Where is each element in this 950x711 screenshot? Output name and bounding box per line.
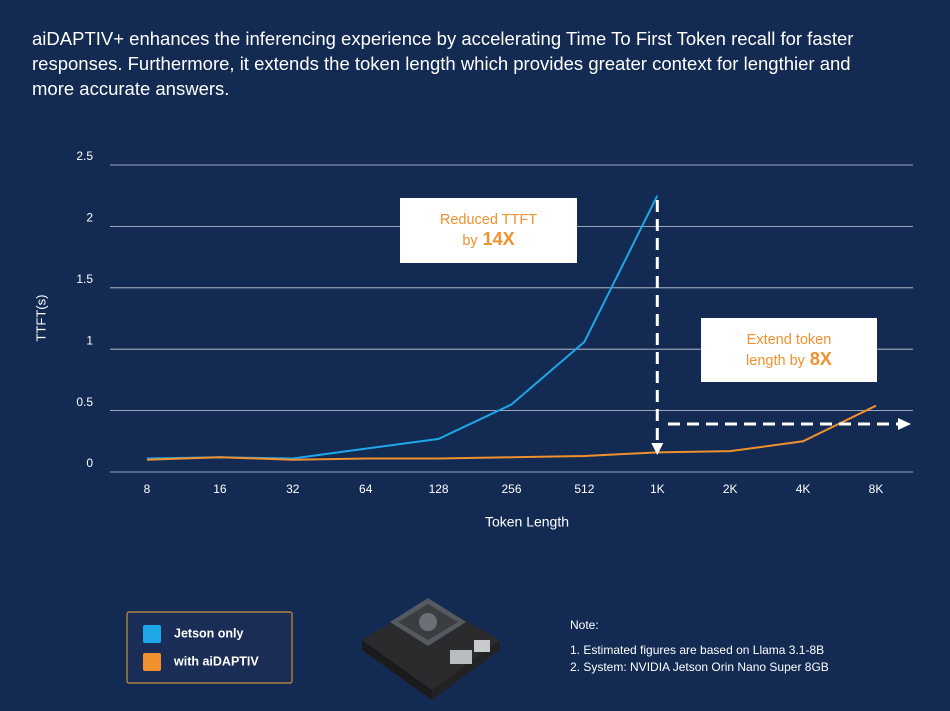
header-line: responses. Furthermore, it extends the t… <box>32 53 851 74</box>
y-tick-label: 2.5 <box>76 149 93 163</box>
arrowhead <box>898 418 911 430</box>
x-tick-label: 64 <box>359 482 373 496</box>
x-tick-label: 512 <box>574 482 594 496</box>
note-item: 1. Estimated figures are based on Llama … <box>570 643 824 657</box>
x-tick-label: 16 <box>213 482 227 496</box>
annotation-text: Reduced TTFT <box>440 212 537 228</box>
annotation-emphasis: 14X <box>483 229 515 249</box>
x-tick-label: 4K <box>796 482 811 496</box>
x-tick-label: 128 <box>429 482 449 496</box>
series-line <box>146 404 877 461</box>
annotation-box <box>701 318 877 382</box>
annotation-box <box>400 198 577 263</box>
note-item: 2. System: NVIDIA Jetson Orin Nano Super… <box>570 660 829 674</box>
legend-swatch <box>143 653 161 671</box>
legend-label: with aiDAPTIV <box>173 654 259 668</box>
y-tick-label: 2 <box>86 211 93 225</box>
x-tick-label: 8K <box>869 482 884 496</box>
note-title: Note: <box>570 618 599 632</box>
device-illustration <box>362 598 500 700</box>
annotation-emphasis: 8X <box>810 349 832 369</box>
x-tick-label: 32 <box>286 482 300 496</box>
annotation-text: by <box>462 233 478 249</box>
y-axis-label: TTFT(s) <box>33 295 48 342</box>
x-tick-label: 2K <box>723 482 738 496</box>
x-axis-label: Token Length <box>485 514 569 530</box>
legend: Jetson only with aiDAPTIV <box>143 625 259 671</box>
legend-swatch <box>143 625 161 643</box>
x-tick-label: 8 <box>144 482 151 496</box>
annotation-text: length by <box>746 353 806 369</box>
y-tick-label: 0 <box>86 456 93 470</box>
x-tick-label: 256 <box>501 482 521 496</box>
plot: 0 0.5 1 1.5 2 2.5 8 16 32 64 128 256 512 1K 2K 4K 8K Redu… <box>76 149 913 496</box>
x-tick-label: 1K <box>650 482 665 496</box>
legend-box <box>126 611 293 684</box>
arrowhead <box>651 443 664 455</box>
y-tick-label: 1 <box>86 333 93 347</box>
y-tick-label: 1.5 <box>76 272 93 286</box>
header-line: more accurate answers. <box>32 78 229 99</box>
annotation-text: Extend token <box>747 332 832 348</box>
y-tick-label: 0.5 <box>76 395 93 409</box>
header-line: aiDAPTIV+ enhances the inferencing exper… <box>32 28 853 49</box>
legend-label: Jetson only <box>174 626 244 640</box>
